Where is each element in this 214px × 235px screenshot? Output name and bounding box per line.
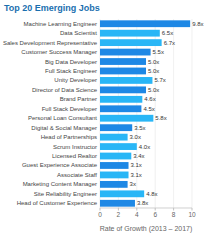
tick-label: 8	[172, 211, 176, 218]
data-label: 3.4x	[133, 153, 144, 159]
bars	[100, 20, 190, 206]
data-label: 5.7x	[154, 77, 165, 83]
tick-label: 10	[188, 211, 196, 218]
data-label: 3.8x	[137, 200, 148, 206]
data-labels: 9.8x 6.5x 6.7x5.5x 5.0x 5.0x 5.7x 5.0x 4.6x 4.5x…	[130, 21, 204, 207]
grid-line	[100, 19, 101, 208]
data-label: 3x	[130, 181, 136, 187]
data-label: 6.5x	[162, 30, 173, 36]
tick-label: 2	[117, 211, 121, 218]
bar	[100, 124, 132, 131]
bar	[100, 30, 160, 37]
data-label: 4.0x	[139, 144, 150, 150]
bar	[100, 143, 137, 150]
bar	[100, 162, 129, 169]
bar	[100, 134, 128, 141]
bar	[100, 49, 151, 56]
category-label: Full Stack Developer	[42, 106, 97, 112]
data-label: 4.5x	[143, 106, 154, 112]
data-label: 3.0x	[130, 134, 141, 140]
category-label: Head of Customer Experience	[17, 200, 98, 206]
category-label: Associate Staff	[57, 172, 97, 178]
x-ticks: 0 2 4 6 8 10	[98, 208, 196, 218]
data-label: 3.1x	[131, 162, 142, 168]
x-axis-label: Rate of Growth (2013 – 2017)	[100, 225, 193, 233]
category-label: Sales Development Representative	[3, 40, 98, 46]
category-label: Brand Partner	[60, 96, 97, 102]
bar	[100, 68, 146, 75]
category-label: Digital & Social Manager	[31, 125, 97, 131]
x-axis-line	[100, 208, 192, 209]
bar	[100, 172, 129, 179]
category-label: Head of Partnerships	[41, 134, 97, 140]
category-label: Big Data Developer	[45, 59, 97, 65]
grid-line	[173, 19, 174, 208]
grid-line	[192, 19, 193, 208]
tick-label: 6	[153, 211, 157, 218]
category-label: Unity Developer	[54, 77, 97, 83]
data-label: 9.8x	[192, 21, 203, 27]
data-label: 4.8x	[146, 191, 157, 197]
bar	[100, 181, 128, 188]
bar	[100, 190, 144, 197]
bar	[100, 20, 190, 27]
bar	[100, 105, 141, 112]
data-label: 5.0x	[148, 68, 159, 74]
data-label: 6.7x	[164, 40, 175, 46]
data-label: 3.5x	[134, 125, 145, 131]
category-labels: Machine Learning Engineer Data Scientist S…	[3, 21, 98, 207]
bar	[100, 96, 142, 103]
data-label: 5.5x	[153, 49, 164, 55]
category-label: Scrum Instructor	[53, 144, 97, 150]
title: Top 20 Emerging Jobs	[4, 3, 100, 13]
category-label: Machine Learning Engineer	[24, 21, 97, 27]
bar	[100, 39, 162, 46]
bar	[100, 115, 153, 122]
grid	[100, 19, 192, 208]
category-label: Marketing Content Manager	[23, 181, 97, 187]
grid-line	[136, 19, 137, 208]
bar	[100, 153, 131, 160]
bar	[100, 86, 146, 93]
data-label: 5.0x	[148, 59, 159, 65]
bar	[100, 77, 152, 84]
category-label: Data Scientist	[60, 30, 97, 36]
data-label: 5.0x	[148, 87, 159, 93]
data-label: 4.6x	[144, 96, 155, 102]
chart: Top 20 Emerging Jobs Machine Learning Eng…	[0, 0, 214, 235]
data-label: 5.8x	[155, 115, 166, 121]
category-label: Site Reliability Engineer	[34, 191, 97, 197]
category-label: Guest Experience Associate	[22, 162, 98, 168]
tick-label: 0	[98, 211, 102, 218]
grid-line	[155, 19, 156, 208]
data-label: 3.1x	[131, 172, 142, 178]
page: {"chart_data": { "type": "bar", "orienta…	[0, 0, 214, 235]
tick-label: 4	[135, 211, 139, 218]
category-label: Personal Loan Consultant	[28, 115, 97, 121]
bar	[100, 200, 135, 207]
category-label: Customer Success Manager	[21, 49, 97, 55]
category-label: Director of Data Science	[32, 87, 98, 93]
bar	[100, 58, 146, 65]
category-label: Licensed Realtor	[52, 153, 97, 159]
grid-line	[118, 19, 119, 208]
category-label: Full Stack Engineer	[45, 68, 97, 74]
